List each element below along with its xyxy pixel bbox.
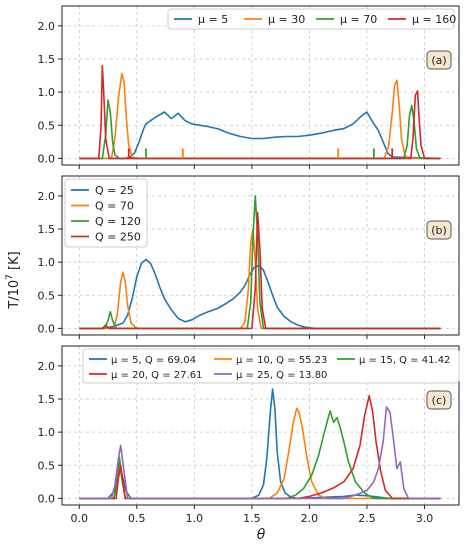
panel-label-text: (c): [432, 394, 447, 407]
series-line: [79, 406, 441, 500]
panel-label-text: (a): [431, 54, 446, 67]
axes-frame: [61, 345, 460, 506]
legend-entry: μ = 20, Q = 27.61: [111, 370, 202, 381]
series-line: [79, 72, 441, 160]
legend-entry: Q = 250: [95, 231, 141, 244]
y-tick-label: 1.5: [38, 53, 56, 66]
panel-label-box: [426, 50, 452, 70]
legend-box: [82, 348, 460, 384]
x-tick-label: 0.0: [71, 512, 89, 525]
legend-entry: μ = 10, Q = 55.23: [236, 355, 327, 366]
panel-label-box: [426, 220, 452, 240]
y-tick-label: 1.5: [38, 393, 56, 406]
legend-entry: μ = 160: [412, 13, 456, 26]
y-tick-label: 1.0: [38, 256, 56, 269]
legend-box: [167, 8, 455, 30]
series-line: [79, 64, 441, 160]
legend-entry: Q = 70: [95, 200, 134, 213]
series-line: [79, 111, 441, 160]
panels: 0.0 0.5 1.0 1.5 2.0 (a) μ = 5 μ = 30 μ = 70 μ = 1…: [38, 5, 460, 525]
panel-label-box: [426, 390, 452, 410]
panel-3: 0.0 0.5 1.0 1.5 2.0 0.0 0.5 1.0 1.5 2.0 2.5 3.0 (c) μ…: [38, 345, 460, 525]
y-tick-label: 1.0: [38, 426, 56, 439]
panel-label: (b): [426, 220, 452, 240]
series-line: [79, 407, 441, 500]
y-tick-label: 1.0: [38, 86, 56, 99]
series-line: [79, 258, 441, 330]
legend-entry: Q = 25: [95, 184, 134, 197]
y-tick-label: 0.0: [38, 322, 56, 335]
x-axis-label: θ: [257, 527, 266, 543]
legend: μ = 5, Q = 69.04 μ = 10, Q = 55.23 μ = 15,…: [82, 348, 460, 384]
y-tick-label: 0.0: [38, 152, 56, 165]
legend-entry: Q = 120: [95, 215, 141, 228]
x-tick-label: 1.0: [186, 512, 204, 525]
series-line: [79, 410, 441, 500]
legend-entry: μ = 25, Q = 13.80: [236, 370, 327, 381]
series-line: [79, 195, 441, 330]
x-tick-label: 3.0: [416, 512, 434, 525]
legend-box: [64, 178, 148, 248]
y-tick-label: 0.5: [38, 289, 56, 302]
panel-label: (c): [426, 390, 452, 410]
y-tick-label: 2.0: [38, 360, 56, 373]
y-tick-label: 1.5: [38, 223, 56, 236]
legend-entry: μ = 15, Q = 41.42: [359, 355, 450, 366]
y-tick-label: 0.0: [38, 492, 56, 505]
legend: Q = 25 Q = 70 Q = 120 Q = 250: [64, 178, 148, 248]
grid: [62, 6, 459, 165]
panel-label-text: (b): [431, 224, 447, 237]
legend-entry: μ = 70: [340, 13, 377, 26]
legend-entry: μ = 5, Q = 69.04: [111, 355, 196, 366]
axes-frame: [61, 175, 460, 336]
x-tick-label: 2.5: [358, 512, 376, 525]
y-tick-label: 0.5: [38, 459, 56, 472]
legend-entry: μ = 5: [198, 13, 228, 26]
x-tick-label: 0.5: [128, 512, 146, 525]
y-tick-label: 0.5: [38, 119, 56, 132]
x-tick-label: 1.5: [243, 512, 261, 525]
series-line: [79, 388, 441, 500]
legend-entry: μ = 30: [268, 13, 305, 26]
legend: μ = 5 μ = 30 μ = 70 μ = 160: [167, 8, 456, 30]
axes-frame: [61, 5, 460, 166]
panel-label: (a): [426, 50, 452, 70]
series-line: [79, 211, 441, 330]
y-tick-label: 2.0: [38, 20, 56, 33]
y-tick-label: 2.0: [38, 190, 56, 203]
y-axis-label: T/107 [K]: [5, 251, 22, 309]
x-tick-label: 2.0: [301, 512, 319, 525]
panel-1: 0.0 0.5 1.0 1.5 2.0 (a) μ = 5 μ = 30 μ = 70 μ = 1…: [38, 5, 460, 169]
